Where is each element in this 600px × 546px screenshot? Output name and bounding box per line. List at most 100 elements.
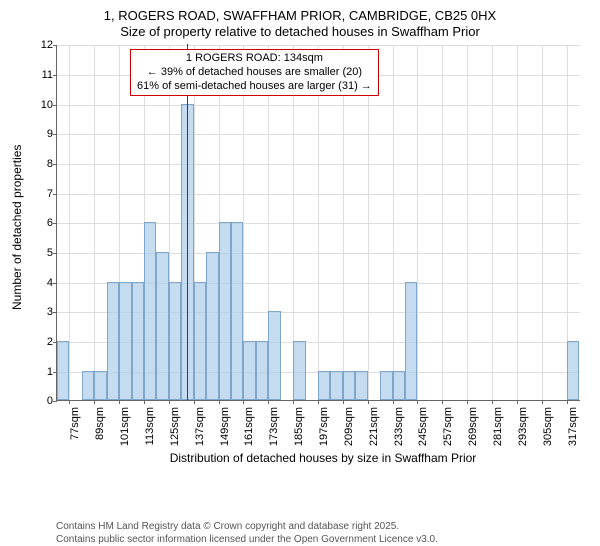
y-tick-label: 12 [29, 39, 53, 51]
x-tick-label: 245sqm [417, 407, 429, 447]
x-tick-mark [169, 400, 170, 404]
histogram-bar [256, 341, 268, 400]
histogram-bar [156, 252, 168, 400]
x-tick-label: 305sqm [542, 407, 554, 447]
x-tick-label: 293sqm [517, 407, 529, 447]
histogram-bar [94, 371, 106, 401]
x-tick-mark [343, 400, 344, 404]
gridline-v [69, 45, 70, 400]
x-tick-label: 281sqm [492, 407, 504, 447]
histogram-bar [206, 252, 218, 400]
y-tick-label: 10 [29, 99, 53, 111]
y-tick-label: 5 [29, 247, 53, 259]
gridline-v [393, 45, 394, 400]
y-tick-mark [53, 223, 57, 224]
x-tick-mark [94, 400, 95, 404]
x-tick-label: 149sqm [219, 407, 231, 447]
histogram-bar [405, 282, 417, 401]
x-tick-mark [442, 400, 443, 404]
y-tick-mark [53, 164, 57, 165]
y-tick-label: 2 [29, 336, 53, 348]
y-tick-label: 1 [29, 366, 53, 378]
marker-line [187, 44, 188, 400]
x-tick-label: 269sqm [467, 407, 479, 447]
y-tick-mark [53, 253, 57, 254]
y-tick-mark [53, 194, 57, 195]
credits-line-1: Contains HM Land Registry data © Crown c… [56, 521, 590, 534]
credits-line-2: Contains public sector information licen… [56, 534, 590, 546]
x-tick-label: 185sqm [293, 407, 305, 447]
x-tick-mark [194, 400, 195, 404]
y-axis-label: Number of detached properties [10, 145, 24, 310]
histogram-bar [318, 371, 330, 401]
x-tick-mark [492, 400, 493, 404]
y-tick-mark [53, 283, 57, 284]
gridline-v [492, 45, 493, 400]
y-tick-mark [53, 105, 57, 106]
chart-container: 1, ROGERS ROAD, SWAFFHAM PRIOR, CAMBRIDG… [0, 0, 600, 500]
histogram-bar [219, 222, 231, 400]
gridline-v [467, 45, 468, 400]
y-tick-label: 9 [29, 128, 53, 140]
title-line-2: Size of property relative to detached ho… [10, 24, 590, 40]
x-tick-label: 89sqm [94, 407, 106, 447]
histogram-bar [231, 222, 243, 400]
x-tick-label: 233sqm [393, 407, 405, 447]
x-axis-label: Distribution of detached houses by size … [56, 451, 590, 465]
x-tick-label: 197sqm [318, 407, 330, 447]
gridline-v [94, 45, 95, 400]
x-tick-label: 173sqm [268, 407, 280, 447]
x-tick-mark [119, 400, 120, 404]
chart-title: 1, ROGERS ROAD, SWAFFHAM PRIOR, CAMBRIDG… [10, 8, 590, 39]
x-tick-mark [144, 400, 145, 404]
histogram-bar [393, 371, 405, 401]
histogram-bar [82, 371, 94, 401]
gridline-v [442, 45, 443, 400]
histogram-bar [243, 341, 255, 400]
histogram-bar [132, 282, 144, 401]
x-tick-mark [268, 400, 269, 404]
plot-region: 012345678910111277sqm89sqm101sqm113sqm12… [56, 45, 580, 401]
gridline-v [542, 45, 543, 400]
histogram-bar [355, 371, 367, 401]
y-tick-mark [53, 401, 57, 402]
y-tick-mark [53, 312, 57, 313]
y-tick-label: 11 [29, 69, 53, 81]
x-tick-label: 221sqm [368, 407, 380, 447]
histogram-bar [144, 222, 156, 400]
histogram-bar [57, 341, 69, 400]
y-tick-label: 3 [29, 306, 53, 318]
x-tick-label: 161sqm [243, 407, 255, 447]
x-tick-label: 137sqm [194, 407, 206, 447]
gridline-v [343, 45, 344, 400]
y-tick-mark [53, 75, 57, 76]
y-tick-label: 7 [29, 188, 53, 200]
y-tick-mark [53, 45, 57, 46]
y-tick-label: 8 [29, 158, 53, 170]
credits: Contains HM Land Registry data © Crown c… [56, 521, 590, 546]
x-tick-label: 101sqm [119, 407, 131, 447]
chart-area: 012345678910111277sqm89sqm101sqm113sqm12… [56, 45, 580, 401]
x-tick-mark [243, 400, 244, 404]
histogram-bar [119, 282, 131, 401]
x-tick-mark [417, 400, 418, 404]
annotation-line-3: 61% of semi-detached houses are larger (… [137, 80, 372, 94]
gridline-v [517, 45, 518, 400]
x-tick-mark [517, 400, 518, 404]
histogram-bar [268, 311, 280, 400]
gridline-v [318, 45, 319, 400]
x-tick-mark [567, 400, 568, 404]
histogram-bar [194, 282, 206, 401]
gridline-v [417, 45, 418, 400]
x-tick-mark [219, 400, 220, 404]
x-tick-mark [542, 400, 543, 404]
x-tick-label: 125sqm [169, 407, 181, 447]
y-tick-label: 6 [29, 217, 53, 229]
histogram-bar [567, 341, 579, 400]
x-tick-mark [467, 400, 468, 404]
histogram-bar [293, 341, 305, 400]
histogram-bar [169, 282, 181, 401]
annotation-line-1: 1 ROGERS ROAD: 134sqm [137, 52, 372, 66]
x-tick-label: 257sqm [442, 407, 454, 447]
annotation-box: 1 ROGERS ROAD: 134sqm ← 39% of detached … [130, 49, 379, 96]
